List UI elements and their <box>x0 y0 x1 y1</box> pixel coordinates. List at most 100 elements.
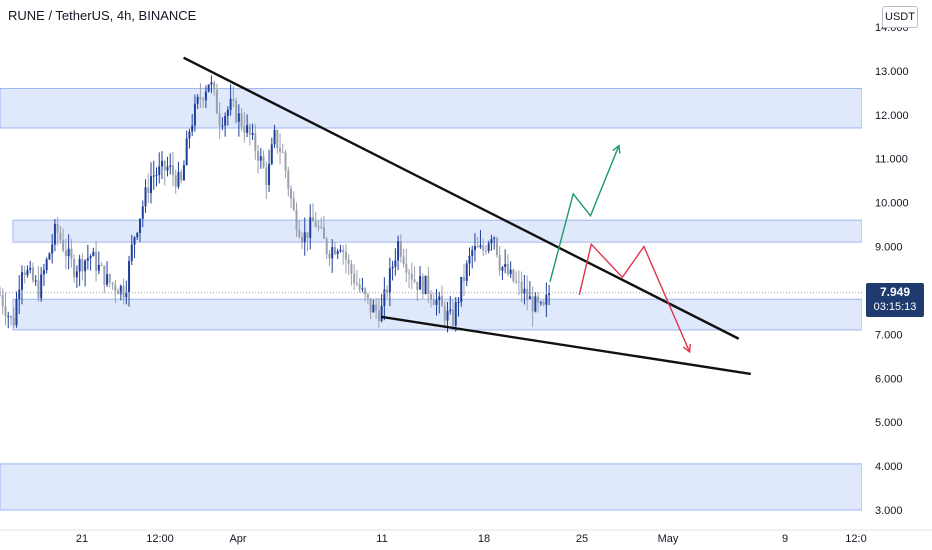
candle-body <box>48 253 51 260</box>
candle-body <box>108 274 111 283</box>
y-tick-label: 3.000 <box>875 505 903 517</box>
zone-0 <box>0 87 863 129</box>
candle-body <box>62 239 65 251</box>
candle-body <box>473 245 476 251</box>
candle-body <box>512 269 515 282</box>
candle-body <box>306 232 309 238</box>
candle-body <box>9 316 12 318</box>
candle-body <box>537 296 540 303</box>
x-tick-label: 12:0 <box>845 533 866 545</box>
candle-body <box>328 253 331 259</box>
candle-body <box>498 255 501 271</box>
candle-body <box>268 163 271 185</box>
candle-body <box>152 175 155 177</box>
candle-body <box>257 150 260 161</box>
candle-body <box>125 292 128 298</box>
candle-body <box>295 209 298 231</box>
candle-body <box>273 129 276 145</box>
x-tick-label: 18 <box>478 533 490 545</box>
candle-body <box>202 99 205 101</box>
candle-body <box>73 259 76 278</box>
candle-body <box>353 273 356 284</box>
trendline-0[interactable] <box>183 56 740 340</box>
candle-body <box>421 276 424 295</box>
candle-body <box>449 309 452 311</box>
candle-body <box>193 103 196 126</box>
candle-body <box>226 109 229 117</box>
candle-body <box>84 260 87 272</box>
candle-body <box>15 299 18 326</box>
candle-body <box>81 258 84 272</box>
candle-body <box>67 248 70 257</box>
candle-body <box>265 167 268 185</box>
candle-body <box>31 267 34 281</box>
candle-body <box>174 175 177 187</box>
candle-body <box>281 151 284 153</box>
candle-body <box>366 294 369 299</box>
candle-body <box>430 293 433 301</box>
x-tick-label: May <box>658 533 679 545</box>
candle-body <box>248 125 251 135</box>
candle-body <box>53 223 56 245</box>
candle-body <box>64 250 67 257</box>
x-tick-label: 12:00 <box>146 533 174 545</box>
candle-body <box>4 306 7 317</box>
candle-body <box>150 176 153 194</box>
x-tick-label: 21 <box>76 533 88 545</box>
candle-body <box>117 290 120 295</box>
candle-body <box>394 260 397 267</box>
candle-body <box>163 160 166 171</box>
candle-body <box>196 96 199 104</box>
candle-body <box>339 249 342 252</box>
trendline-1[interactable] <box>380 315 751 376</box>
candle-body <box>517 281 520 283</box>
candle-body <box>493 237 496 240</box>
candle-body <box>229 98 232 110</box>
candle-body <box>89 256 92 259</box>
candle-body <box>441 296 444 307</box>
bearish-projection-path <box>578 242 691 353</box>
candle-body <box>303 232 306 243</box>
candle-body <box>166 166 169 171</box>
candle-body <box>479 245 482 248</box>
candle-body <box>259 156 262 161</box>
candle-body <box>476 245 479 248</box>
candle-body <box>92 251 95 257</box>
candle-body <box>0 294 1 296</box>
zone-3 <box>0 463 863 511</box>
candle-body <box>528 296 531 300</box>
bullish-projection-arrowhead <box>612 144 621 154</box>
candle-body <box>350 263 353 274</box>
candle-body <box>232 98 235 101</box>
candle-body <box>51 244 54 254</box>
x-tick-label: 9 <box>782 533 788 545</box>
candle-body <box>446 310 449 321</box>
candle-body <box>144 187 147 207</box>
candle-body <box>419 276 422 290</box>
candle-body <box>355 283 358 285</box>
candle-body <box>243 126 246 133</box>
candle-body <box>95 251 98 271</box>
candle-body <box>122 285 125 298</box>
candle-body <box>133 237 136 245</box>
candle-body <box>284 152 287 171</box>
candle-body <box>40 274 43 299</box>
candle-body <box>490 239 493 244</box>
candle-body <box>139 218 142 233</box>
candle-body <box>270 144 273 164</box>
candle-body <box>45 259 48 271</box>
candle-body <box>18 289 21 300</box>
candle-body <box>438 296 441 300</box>
y-tick-label: 11.000 <box>875 154 908 166</box>
bearish-projection-arrowhead <box>682 343 692 354</box>
candle-body <box>169 165 172 167</box>
candle-body <box>141 206 144 219</box>
candle-body <box>534 296 537 312</box>
candle-body <box>210 82 213 85</box>
candle-body <box>331 247 334 259</box>
candle-body <box>523 288 526 294</box>
currency-button[interactable]: USDT <box>882 6 918 28</box>
candle-body <box>204 91 207 101</box>
candle-body <box>471 250 474 257</box>
